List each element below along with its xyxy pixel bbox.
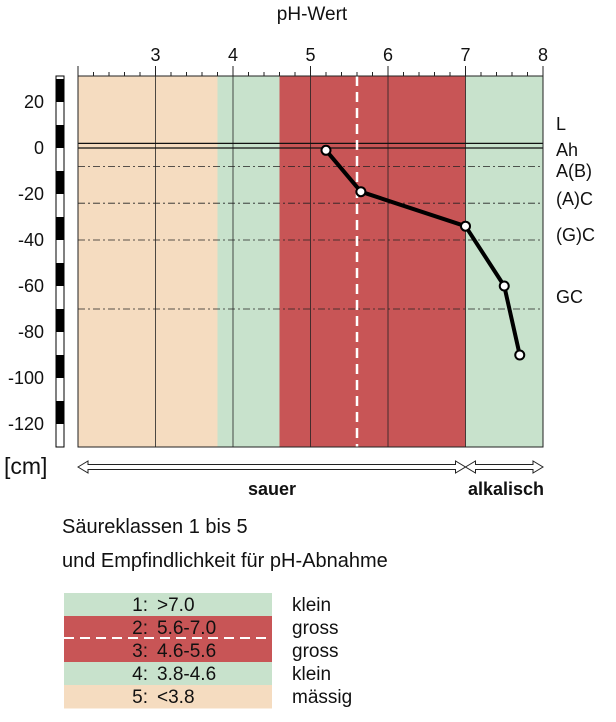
legend-swatch-4 bbox=[64, 662, 272, 686]
horizon-label: L bbox=[556, 114, 566, 134]
ph-point bbox=[460, 220, 471, 232]
legend-range: 5.6-7.0 bbox=[157, 618, 216, 639]
arrow-label-1: sauer bbox=[248, 479, 296, 499]
ruler-segment bbox=[56, 401, 64, 424]
x-tick-label: 3 bbox=[150, 45, 160, 65]
legend-swatch-3 bbox=[64, 639, 272, 663]
acidity-arrows: sauer alkalisch bbox=[77, 460, 544, 499]
depth-ruler bbox=[55, 75, 65, 448]
ph-band-2 bbox=[217, 76, 280, 447]
ruler-segment bbox=[56, 240, 64, 263]
x-tick-label: 7 bbox=[460, 45, 470, 65]
legend-class: 5: bbox=[132, 687, 148, 708]
legend-class: 4: bbox=[132, 664, 148, 685]
horizon-label: Ah bbox=[556, 140, 578, 160]
ruler-segment bbox=[56, 79, 64, 102]
legend-sensitivity: mässig bbox=[292, 687, 352, 708]
sensitivity-legend: 1: >7.0 klein 2: 5.6-7.0 gross 3: 4.6-5.6 gross 4… bbox=[64, 593, 352, 709]
ruler-segment bbox=[56, 102, 64, 125]
legend-swatch-1 bbox=[64, 593, 272, 617]
legend-sensitivity: gross bbox=[292, 618, 338, 639]
legend-swatch-5 bbox=[64, 685, 272, 709]
ruler-segment bbox=[56, 332, 64, 355]
legend-sensitivity: klein bbox=[292, 595, 331, 616]
y-tick-label: -80 bbox=[18, 322, 44, 342]
horizon-label: (A)C bbox=[556, 189, 593, 209]
legend-class: 3: bbox=[132, 641, 148, 662]
ruler-segment bbox=[56, 194, 64, 217]
ruler-border bbox=[55, 75, 65, 448]
x-axis-title: pH-Wert bbox=[277, 4, 348, 25]
caption-line-1: Säureklassen 1 bis 5 bbox=[62, 516, 248, 538]
ruler-segment bbox=[56, 309, 64, 332]
horizon-label: GC bbox=[556, 287, 583, 307]
horizon-label: A(B) bbox=[556, 161, 592, 181]
ph-band-1 bbox=[78, 76, 218, 447]
x-tick-label: 5 bbox=[305, 45, 315, 65]
ruler-segment bbox=[56, 286, 64, 309]
ph-point bbox=[355, 186, 367, 198]
legend-range: <3.8 bbox=[157, 687, 195, 708]
legend-sensitivity: gross bbox=[292, 641, 338, 662]
legend-class: 1: bbox=[132, 595, 148, 616]
ruler-segment bbox=[56, 217, 64, 240]
axis-labels: 3 4 5 6 7 8 20 0 -20 -40 -60 -80 -100 -120 L AhA(B) (A)C… bbox=[8, 45, 595, 434]
y-tick-label: -60 bbox=[18, 276, 44, 296]
y-axis-unit: [cm] bbox=[4, 453, 47, 479]
legend-range: 3.8-4.6 bbox=[157, 664, 216, 685]
grid bbox=[78, 76, 543, 447]
x-tick-label: 4 bbox=[228, 45, 238, 65]
legend-class: 2: bbox=[132, 618, 148, 639]
ruler-segment bbox=[56, 171, 64, 194]
ruler-segment bbox=[56, 355, 64, 378]
caption-line-2: und Empfindlichkeit für pH-Abnahme bbox=[62, 550, 388, 572]
y-tick-label: -120 bbox=[8, 414, 44, 434]
legend-swatch-2 bbox=[64, 616, 272, 640]
y-tick-label: -20 bbox=[18, 184, 44, 204]
ruler-segment bbox=[56, 148, 64, 171]
ph-point bbox=[498, 280, 510, 292]
legend-range: 4.6-5.6 bbox=[157, 641, 216, 662]
ph-point bbox=[514, 349, 526, 361]
y-tick-label: -40 bbox=[18, 230, 44, 250]
horizon-label: (G)C bbox=[556, 225, 595, 245]
y-tick-label: 20 bbox=[24, 92, 44, 112]
ruler-segment bbox=[56, 125, 64, 148]
ph-band-3 bbox=[279, 76, 466, 447]
ruler-segment bbox=[56, 424, 64, 447]
arrow-label-2: alkalisch bbox=[468, 479, 544, 499]
ph-series bbox=[320, 144, 526, 361]
arrow-2 bbox=[464, 460, 544, 474]
plot-frame bbox=[77, 66, 544, 448]
x-tick-label: 6 bbox=[383, 45, 393, 65]
ph-band-4 bbox=[465, 76, 543, 447]
legend-range: >7.0 bbox=[157, 595, 195, 616]
legend-sensitivity: klein bbox=[292, 664, 331, 685]
ruler-segment bbox=[56, 378, 64, 401]
ruler-segment bbox=[56, 263, 64, 286]
y-tick-label: -100 bbox=[8, 368, 44, 388]
x-tick-label: 8 bbox=[538, 45, 548, 65]
y-tick-label: 0 bbox=[34, 138, 44, 158]
ph-point bbox=[320, 144, 332, 156]
arrow-1 bbox=[77, 460, 467, 474]
